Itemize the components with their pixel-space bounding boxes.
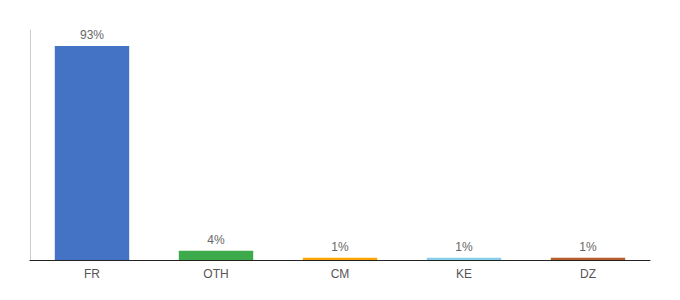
- svg-text:KE: KE: [456, 267, 472, 281]
- svg-text:4%: 4%: [207, 233, 225, 247]
- svg-text:OTH: OTH: [203, 267, 228, 281]
- svg-text:DZ: DZ: [580, 267, 596, 281]
- svg-text:FR: FR: [84, 267, 100, 281]
- svg-text:93%: 93%: [80, 28, 104, 42]
- svg-text:1%: 1%: [455, 240, 473, 254]
- svg-text:CM: CM: [331, 267, 350, 281]
- svg-text:1%: 1%: [579, 240, 597, 254]
- svg-text:1%: 1%: [331, 240, 349, 254]
